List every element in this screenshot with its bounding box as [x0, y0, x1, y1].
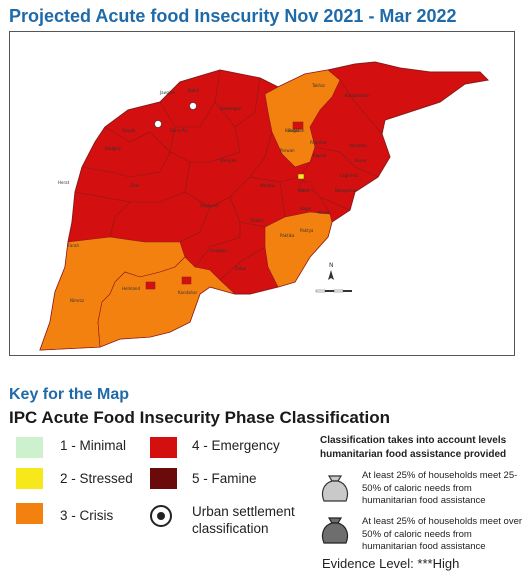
province-label-khost: Khost — [318, 210, 330, 215]
dark-bag-text: At least 25% of households meet over 50%… — [362, 516, 523, 552]
province-label-badghis: Badghis — [105, 146, 121, 151]
province-label-ghazni: Ghazni — [250, 218, 264, 223]
north-arrow-icon: N — [328, 262, 334, 280]
dark-bag-icon — [321, 517, 349, 544]
label-urban-settlement: Urban settlement classification — [192, 504, 295, 536]
region-northeast-crisis — [264, 69, 341, 168]
key-title: Key for the Map — [9, 386, 130, 403]
urban-stressed — [297, 173, 305, 180]
urban-nimroz — [145, 281, 156, 290]
province-label-kapisa: Kapisa — [313, 153, 327, 158]
afghanistan-map[interactable]: Herat Farah Nimroz Kandahar Helmand Badghis Gh… — [10, 32, 514, 355]
light-bag-text: At least 25% of households meet 25-50% o… — [362, 470, 518, 506]
province-label-paktika: Paktika — [280, 233, 295, 238]
province-label-samangan: Samangan — [220, 106, 242, 111]
evidence-level: Evidence Level: ***High — [322, 556, 460, 571]
urban-kunduz — [292, 121, 304, 130]
province-label-sar-e-pul: Sar-e-Pul — [170, 128, 188, 133]
province-label-daykundi: Daykundi — [200, 203, 219, 208]
light-bag-icon — [321, 475, 349, 502]
province-labels: Herat Farah Nimroz Kandahar Helmand Badghis Gh… — [58, 83, 370, 303]
province-label-uruzgan: Uruzgan — [210, 248, 227, 253]
swatch-stressed — [16, 468, 43, 489]
swatch-emergency — [150, 437, 177, 458]
map-panel[interactable]: Herat Farah Nimroz Kandahar Helmand Badghis Gh… — [9, 31, 515, 356]
swatch-famine — [150, 468, 177, 489]
province-label-nimroz: Nimroz — [70, 298, 84, 303]
province-label-farah: Farah — [68, 243, 79, 248]
province-label-kabul: Kabul — [298, 188, 309, 193]
province-label-parwan: Parwan — [280, 148, 295, 153]
province-label-paktya: Paktya — [300, 228, 314, 233]
urban-kabul — [299, 181, 313, 191]
province-label-baghlan: Baghlan — [288, 128, 305, 133]
label-famine: 5 - Famine — [192, 471, 257, 486]
label-stressed: 2 - Stressed — [60, 471, 133, 486]
swatch-crisis — [16, 503, 43, 524]
label-minimal: 1 - Minimal — [60, 438, 127, 453]
swatch-minimal — [16, 437, 43, 458]
label-crisis: 3 - Crisis — [60, 508, 114, 523]
province-label-laghman: Laghman — [340, 173, 359, 178]
scale-bar — [315, 289, 352, 293]
ipc-classification-title: IPC Acute Food Insecurity Phase Classifi… — [9, 408, 391, 427]
province-boundaries — [74, 69, 383, 281]
province-label-kandahar: Kandahar — [178, 290, 198, 295]
province-label-nangarhar: Nangarhar — [335, 188, 357, 193]
province-label-kunar: Kunar — [355, 158, 367, 163]
province-label-kunduz: Kunduz — [285, 128, 300, 133]
assistance-note: Classification takes into account levels… — [320, 435, 507, 460]
map-bag-icons — [154, 102, 197, 128]
province-label-faryab: Faryab — [122, 128, 136, 133]
label-emergency: 4 - Emergency — [192, 438, 280, 453]
province-label-nuristan: Nuristan — [350, 143, 367, 148]
province-label-panjsher: Panjsher — [310, 140, 327, 145]
province-label-badakhshan: Badakhshan — [345, 93, 370, 98]
map-title: Projected Acute food Insecurity Nov 2021… — [9, 6, 457, 26]
urban-kandahar — [181, 276, 192, 285]
province-label-balkh: Balkh — [188, 88, 200, 93]
province-label-takhar: Takhar — [311, 83, 326, 88]
province-label-jawzjan: Jawzjan — [159, 90, 176, 95]
province-label-ghor: Ghor — [130, 183, 140, 188]
province-label-herat: Herat — [58, 180, 70, 185]
region-southeast-crisis — [264, 211, 333, 288]
urban-settlement-icon — [150, 505, 172, 527]
province-label-zabul: Zabul — [235, 266, 246, 271]
svg-text:N: N — [329, 262, 334, 269]
province-label-logar: Logar — [300, 206, 312, 211]
province-label-wardak: Wardak — [260, 183, 276, 188]
province-label-helmand: Helmand — [122, 286, 140, 291]
province-label-bamyan: Bamyan — [220, 158, 237, 163]
